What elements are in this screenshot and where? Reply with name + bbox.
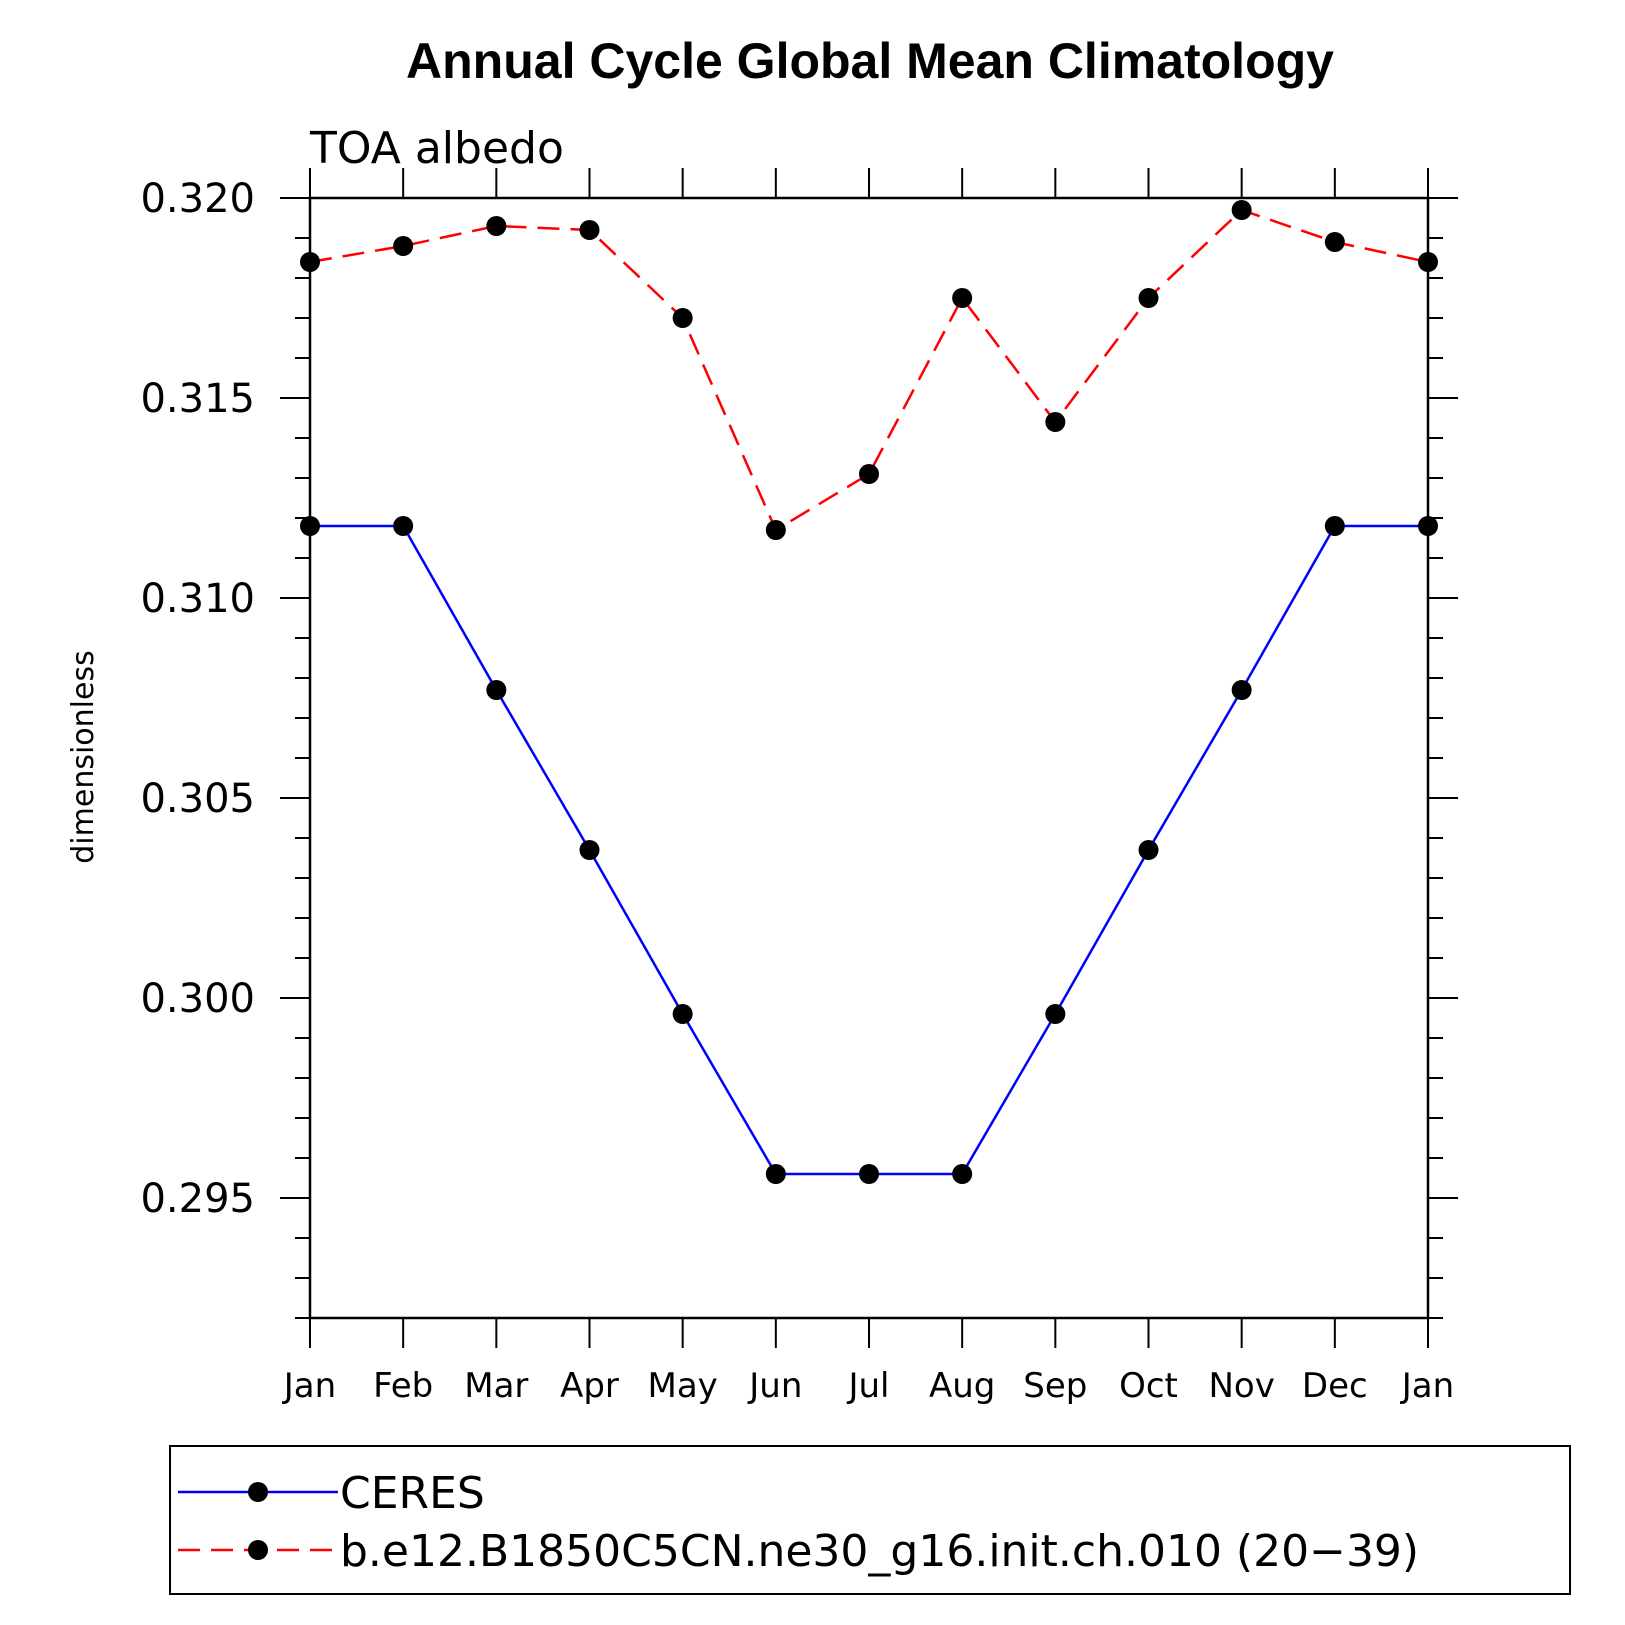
legend-box — [169, 1445, 1571, 1595]
data-point-1 — [1324, 232, 1345, 252]
x-tick-label: Feb — [373, 1366, 433, 1406]
x-tick-label: Jul — [846, 1366, 889, 1406]
data-point-0 — [1045, 1004, 1066, 1024]
data-point-1 — [672, 308, 693, 328]
x-tick-label: Jan — [282, 1366, 336, 1406]
data-point-0 — [765, 1164, 786, 1184]
data-point-1 — [1138, 288, 1159, 308]
x-tick-label: Jun — [747, 1366, 802, 1406]
y-tick-label: 0.320 — [140, 176, 255, 222]
data-point-0 — [393, 516, 414, 536]
y-tick-label: 0.300 — [140, 976, 255, 1022]
x-tick-label: Sep — [1023, 1366, 1087, 1406]
data-point-1 — [1418, 252, 1438, 272]
series-line-0 — [310, 524, 1428, 1176]
y-tick-label: 0.295 — [140, 1176, 255, 1222]
x-tick-label: Oct — [1119, 1366, 1178, 1406]
data-point-1 — [579, 220, 600, 240]
data-point-0 — [859, 1164, 879, 1184]
y-tick-labels: 0.295 0.300 0.305 0.310 0.315 0.320 — [140, 176, 255, 1222]
data-point-0 — [952, 1164, 973, 1184]
x-tick-label: May — [648, 1366, 718, 1406]
x-tick-label: Dec — [1302, 1366, 1368, 1406]
y-tick-label: 0.305 — [140, 776, 255, 822]
plot-frame — [308, 196, 1430, 1320]
data-point-1 — [859, 464, 879, 484]
y-tick-label: 0.315 — [140, 376, 255, 422]
x-tick-label: Mar — [464, 1366, 528, 1406]
y-tick-label: 0.310 — [140, 576, 255, 622]
axis-ticks — [280, 168, 1458, 1348]
legend: CERES b.e12.B1850C5CN.ne30_g16.init.ch.01… — [178, 1468, 1419, 1577]
legend-marker — [248, 1540, 268, 1560]
x-tick-label: Jan — [1400, 1366, 1454, 1406]
y-axis-label: dimensionless — [66, 650, 101, 863]
chart-subtitle: TOA albedo — [309, 123, 564, 174]
data-point-1 — [300, 252, 320, 272]
data-point-0 — [486, 680, 507, 700]
data-point-1 — [486, 216, 507, 236]
data-point-1 — [952, 288, 973, 308]
x-tick-label: Nov — [1208, 1366, 1274, 1406]
data-point-0 — [1418, 516, 1438, 536]
data-point-1 — [393, 236, 414, 256]
chart-title: Annual Cycle Global Mean Climatology — [406, 33, 1334, 89]
data-point-0 — [672, 1004, 693, 1024]
data-point-0 — [300, 516, 320, 536]
data-point-0 — [1324, 516, 1345, 536]
legend-label: CERES — [340, 1468, 485, 1519]
data-point-0 — [579, 840, 600, 860]
data-point-1 — [765, 520, 786, 540]
legend-label: b.e12.B1850C5CN.ne30_g16.init.ch.010 (20… — [340, 1526, 1419, 1577]
data-point-0 — [1138, 840, 1159, 860]
x-tick-label: Apr — [560, 1366, 619, 1406]
data-point-0 — [1231, 680, 1252, 700]
x-tick-label: Aug — [929, 1366, 995, 1406]
series-layer — [300, 200, 1438, 1184]
data-point-1 — [1231, 200, 1252, 220]
x-tick-labels: Jan Feb Mar Apr May Jun Jul Aug Sep Oct Nov Dec Jan — [282, 1366, 1454, 1406]
legend-marker — [248, 1482, 268, 1502]
data-point-1 — [1045, 412, 1066, 432]
